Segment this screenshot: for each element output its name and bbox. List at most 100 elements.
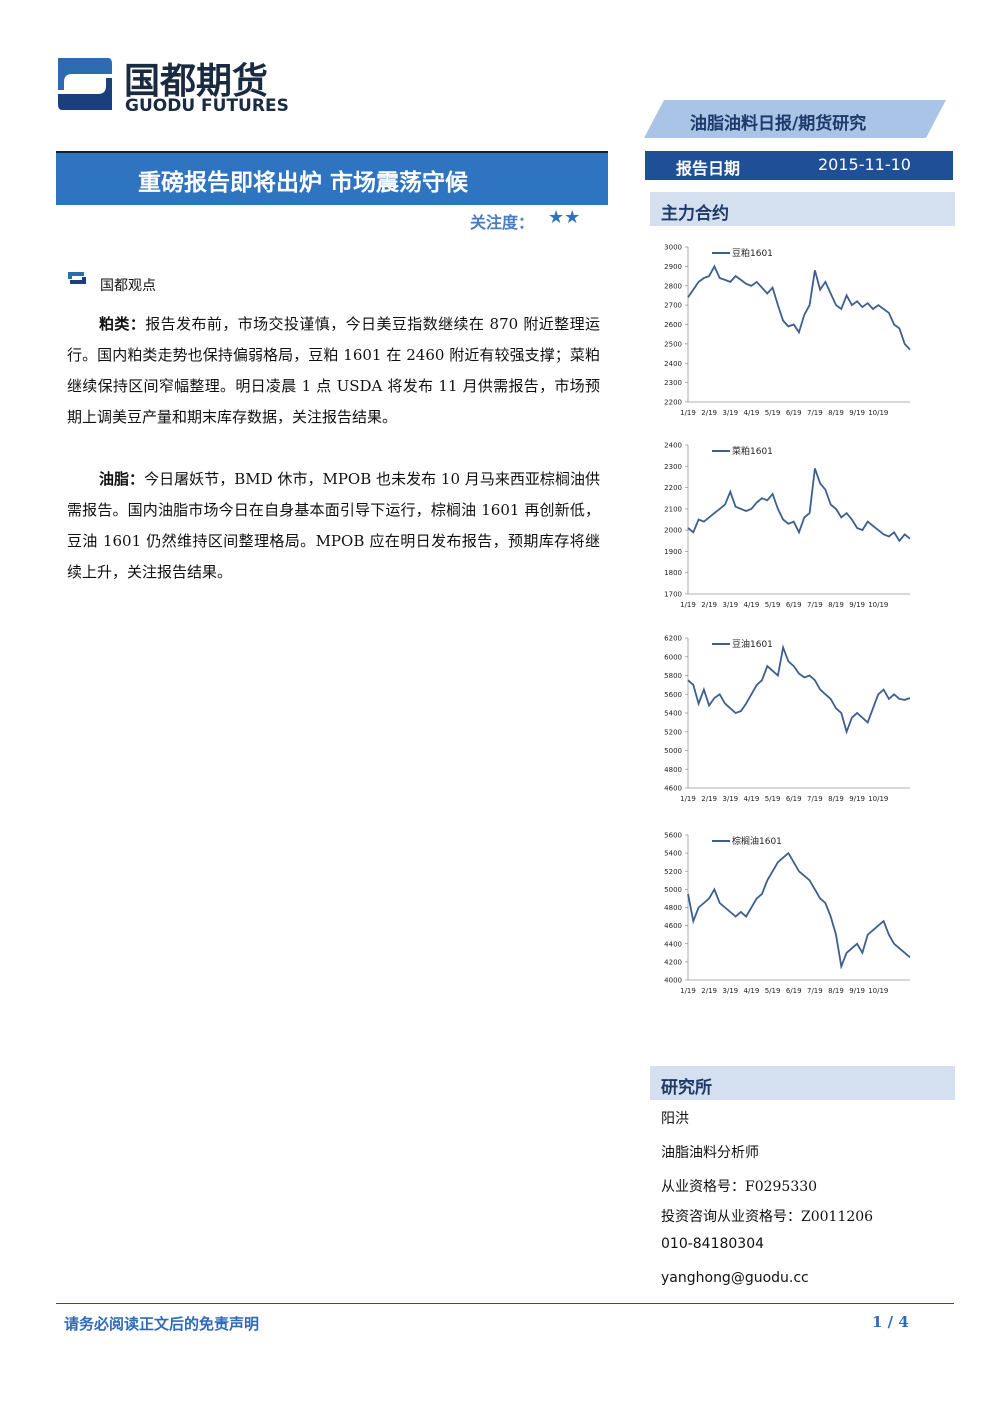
y-tick-label: 2300: [664, 463, 682, 471]
y-tick-label: 5600: [664, 832, 682, 840]
research-header: [650, 1066, 955, 1100]
y-tick-label: 2300: [664, 379, 682, 387]
contact: 油脂油料分析师: [661, 1145, 759, 1161]
contracts-header: [650, 192, 955, 226]
y-tick-label: 4400: [664, 940, 682, 948]
contact: yanghong@guodu.cc: [661, 1270, 809, 1286]
data-line: [687, 264, 911, 351]
logo-icon: [58, 58, 112, 110]
x-tick-label: 4/19: [744, 795, 760, 803]
y-tick-label: 2400: [664, 442, 682, 450]
section-title: 国都观点: [100, 278, 156, 294]
x-tick-label: 2/19: [701, 601, 717, 609]
x-tick-label: 1/19: [680, 795, 696, 803]
paragraph: 粕类：报告发布前，市场交投谨慎，今日美豆指数继续在 870 附近整理运行。国内粕…: [67, 309, 600, 433]
x-tick-label: 6/19: [786, 409, 802, 417]
contracts-title: 主力合约: [661, 204, 729, 224]
title: 重磅报告即将出炉 市场震荡守候: [138, 169, 469, 196]
x-tick-label: 4/19: [744, 409, 760, 417]
legend-label: 菜粕1601: [732, 445, 773, 457]
y-tick-label: 2900: [664, 263, 682, 271]
y-tick-label: 3000: [664, 244, 682, 252]
x-tick-label: 7/19: [807, 409, 823, 417]
y-tick-label: 4600: [664, 785, 682, 793]
y-tick-label: 2400: [664, 360, 682, 368]
x-tick-label: 2/19: [701, 409, 717, 417]
paragraph-label: 油脂：: [99, 470, 145, 488]
attention-stars: ★★: [548, 207, 581, 228]
x-tick-label: 10/19: [868, 601, 888, 609]
x-tick-label: 3/19: [722, 987, 738, 995]
x-tick-label: 7/19: [807, 987, 823, 995]
x-tick-label: 6/19: [786, 795, 802, 803]
x-tick-label: 2/19: [701, 795, 717, 803]
y-tick-label: 5800: [664, 672, 682, 680]
x-tick-label: 6/19: [786, 987, 802, 995]
y-tick-label: 2200: [664, 484, 682, 492]
data-line: [687, 851, 911, 970]
legend-label: 棕榈油1601: [732, 835, 782, 847]
y-tick-label: 4600: [664, 922, 682, 930]
tag-shape: [644, 100, 946, 138]
x-tick-label: 1/19: [680, 987, 696, 995]
date: 2015-11-10: [818, 155, 911, 174]
x-tick-label: 1/19: [680, 601, 696, 609]
legend-label: 豆油1601: [732, 638, 773, 650]
x-tick-label: 3/19: [722, 795, 738, 803]
footer-rule: [56, 1303, 954, 1304]
x-tick-label: 4/19: [744, 601, 760, 609]
y-tick-label: 5400: [664, 710, 682, 718]
disclaimer: 请务必阅读正文后的免责声明: [64, 1315, 260, 1333]
date-bar: [645, 151, 953, 180]
data-line: [687, 644, 911, 735]
x-tick-label: 4/19: [744, 987, 760, 995]
x-tick-label: 8/19: [828, 601, 844, 609]
logo-cn: 国都期货: [124, 61, 269, 102]
x-tick-label: 8/19: [828, 795, 844, 803]
y-tick-label: 4800: [664, 766, 682, 774]
x-tick-label: 9/19: [849, 601, 865, 609]
paragraph-label: 粕类：: [99, 315, 146, 333]
y-tick-label: 1900: [664, 548, 682, 556]
page-number: 1 / 4: [872, 1313, 909, 1331]
contact: 投资咨询从业资格号：Z0011206: [661, 1209, 874, 1225]
x-tick-label: 7/19: [807, 795, 823, 803]
date-label: 报告日期: [676, 159, 741, 178]
y-tick-label: 1700: [664, 591, 682, 599]
x-tick-label: 8/19: [828, 409, 844, 417]
x-tick-label: 2/19: [701, 987, 717, 995]
x-tick-label: 9/19: [849, 409, 865, 417]
title-bar: [56, 151, 608, 205]
y-tick-label: 6200: [664, 635, 682, 643]
x-tick-label: 1/19: [680, 409, 696, 417]
research-title: 研究所: [661, 1078, 712, 1098]
x-tick-label: 3/19: [722, 409, 738, 417]
attention-label: 关注度：: [470, 213, 535, 232]
y-tick-label: 5200: [664, 868, 682, 876]
y-tick-label: 2100: [664, 505, 682, 513]
x-tick-label: 10/19: [868, 987, 888, 995]
data-line: [687, 468, 911, 543]
x-tick-label: 5/19: [765, 987, 781, 995]
contact: 阳洪: [661, 1111, 689, 1127]
x-tick-label: 10/19: [868, 795, 888, 803]
y-tick-label: 5400: [664, 850, 682, 858]
logo-en: GUODU FUTURES: [125, 96, 289, 116]
y-tick-label: 4800: [664, 904, 682, 912]
y-tick-label: 2700: [664, 302, 682, 310]
y-tick-label: 2200: [664, 399, 682, 407]
legend-label: 豆粕1601: [732, 247, 773, 259]
y-tick-label: 5600: [664, 691, 682, 699]
y-tick-label: 6000: [664, 653, 682, 661]
x-tick-label: 3/19: [722, 601, 738, 609]
tag: 油脂油料日报/期货研究: [690, 114, 867, 134]
x-tick-label: 6/19: [786, 601, 802, 609]
y-tick-label: 4200: [664, 958, 682, 966]
x-tick-label: 5/19: [765, 409, 781, 417]
contact: 010-84180304: [661, 1236, 765, 1252]
y-tick-label: 1800: [664, 569, 682, 577]
paragraph-text: 报告发布前，市场交投谨慎，今日美豆指数继续在 870 附近整理运行。国内粕类走势…: [67, 315, 600, 426]
y-tick-label: 4000: [664, 977, 682, 985]
contact: 从业资格号：F0295330: [661, 1179, 818, 1195]
